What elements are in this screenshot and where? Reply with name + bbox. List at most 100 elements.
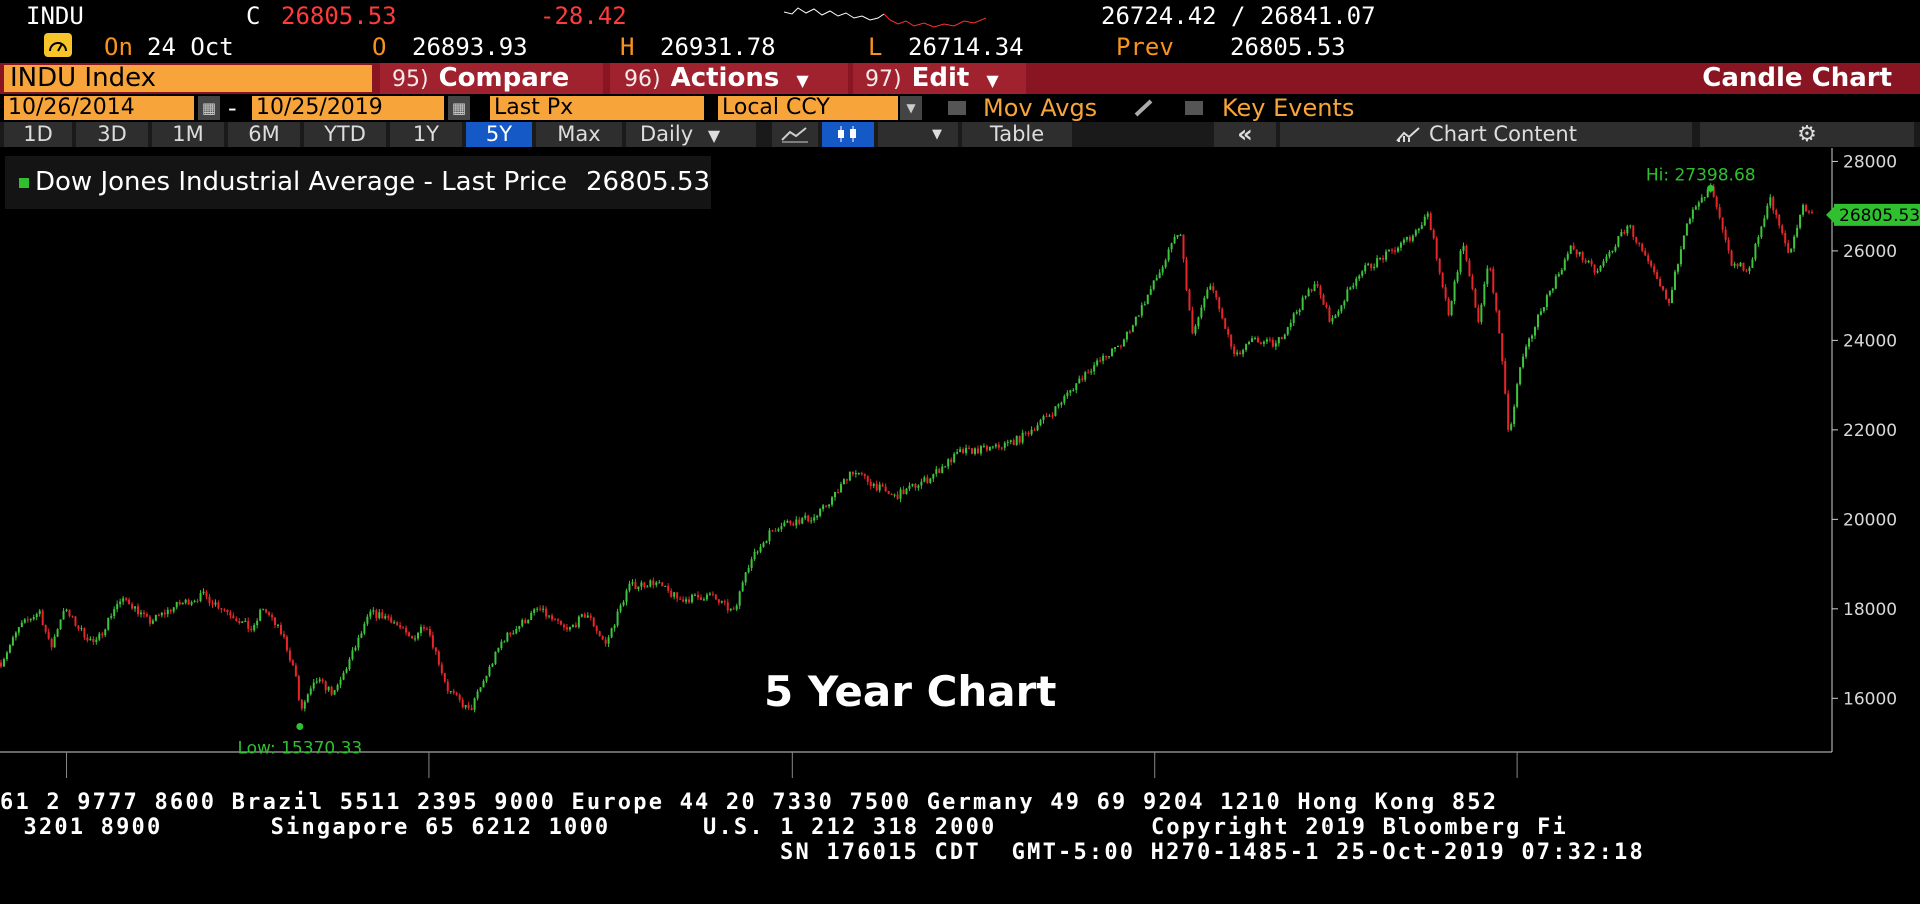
last-price-tag-arrow	[1826, 206, 1834, 223]
candle-body	[1432, 230, 1435, 239]
candle-body	[443, 673, 446, 682]
candle-body	[577, 616, 580, 627]
candle-body	[1379, 258, 1382, 260]
edit-button[interactable]: 97) Edit ▼	[853, 63, 1026, 94]
candle-body	[1283, 334, 1286, 339]
candle-body	[950, 459, 953, 463]
candle-body	[1125, 331, 1128, 340]
candle-body	[741, 582, 744, 592]
candle-body	[449, 690, 452, 692]
security-field[interactable]: INDU Index	[4, 65, 372, 92]
candle-body	[1331, 318, 1334, 322]
candle-body	[68, 609, 71, 617]
candle-body	[1450, 301, 1453, 316]
table-button[interactable]: Table	[962, 122, 1072, 147]
frequency-select[interactable]: Daily ▼	[626, 122, 756, 147]
compare-num: 95)	[392, 67, 429, 92]
period-3d[interactable]: 3D	[76, 122, 148, 147]
candle-body	[1736, 263, 1739, 267]
candle-body	[664, 585, 667, 587]
candle-body	[1274, 343, 1277, 347]
candle-body	[780, 526, 783, 530]
candle-body	[479, 687, 482, 692]
collapse-button[interactable]: «	[1214, 122, 1276, 147]
candle-body	[306, 694, 309, 702]
candle-body	[342, 672, 345, 680]
end-date-field[interactable]: 10/25/2019	[252, 96, 444, 120]
line-chart-icon[interactable]	[772, 122, 818, 147]
candle-body	[110, 616, 113, 618]
gauge-icon[interactable]	[44, 33, 72, 57]
legend-value: 26805.53	[586, 167, 711, 197]
start-date-field[interactable]: 10/26/2014	[4, 96, 194, 120]
candle-body	[417, 632, 420, 639]
candle-body	[327, 686, 330, 691]
candle-body	[1203, 298, 1206, 308]
high-label: Hi: 27398.68	[1646, 165, 1756, 185]
candle-body	[1251, 338, 1254, 343]
candle-body	[1435, 238, 1438, 259]
currency-select[interactable]: Local CCY	[718, 96, 898, 120]
x-tick-label: 2016	[589, 775, 630, 778]
candle-body	[1388, 249, 1391, 252]
candle-body	[524, 620, 527, 624]
calendar-icon[interactable]: ▦	[448, 96, 470, 120]
candle-body	[1307, 289, 1310, 297]
candle-body	[673, 592, 676, 597]
candle-body	[220, 608, 223, 610]
candle-body	[863, 474, 866, 477]
period-1y[interactable]: 1Y	[390, 122, 462, 147]
chart-style-dropdown[interactable]: ▼	[878, 122, 958, 147]
settings-button[interactable]: ⚙	[1700, 122, 1914, 147]
close-value: 26805.53	[281, 2, 397, 30]
chart-content-button[interactable]: Chart Content	[1280, 122, 1692, 147]
candle-body	[1578, 251, 1581, 255]
candle-body	[1358, 275, 1361, 279]
key-events-checkbox[interactable]	[1185, 101, 1203, 115]
y-tick-label: 18000	[1843, 600, 1897, 620]
price-chart[interactable]: 16000 18000 20000 22000 24000 26000 28000 2014…	[0, 148, 1920, 778]
candle-body	[899, 489, 902, 499]
candle-body	[23, 619, 26, 623]
candle-chart-icon[interactable]	[822, 122, 874, 147]
candle-body	[437, 651, 440, 665]
candle-body	[35, 613, 38, 618]
candle-body	[1572, 245, 1575, 250]
period-5y[interactable]: 5Y	[466, 122, 532, 147]
candle-body	[303, 701, 306, 709]
period-1m[interactable]: 1M	[152, 122, 224, 147]
mov-avgs-checkbox[interactable]	[948, 101, 966, 115]
actions-label: Actions	[670, 63, 780, 93]
candle-body	[1048, 415, 1051, 417]
candle-body	[128, 599, 131, 605]
period-ytd[interactable]: YTD	[304, 122, 386, 147]
candle-body	[1063, 396, 1066, 403]
candle-body	[896, 494, 899, 499]
candle-body	[1551, 288, 1554, 291]
candle-body	[297, 676, 300, 700]
candle-body	[1602, 261, 1605, 266]
period-max[interactable]: Max	[536, 122, 622, 147]
chevron-down-icon[interactable]: ▼	[900, 96, 922, 120]
pencil-icon[interactable]	[1133, 98, 1157, 118]
price-field-select[interactable]: Last Px	[490, 96, 704, 120]
candle-body	[282, 634, 285, 637]
candle-body	[1662, 286, 1665, 290]
candle-body	[1557, 274, 1560, 277]
candle-body	[1212, 286, 1215, 291]
candle-body	[756, 551, 759, 553]
period-6m[interactable]: 6M	[228, 122, 300, 147]
candle-body	[1507, 393, 1510, 430]
calendar-icon[interactable]: ▦	[198, 96, 220, 120]
change-value: -28.42	[540, 2, 627, 30]
candle-body	[506, 632, 509, 642]
period-1d[interactable]: 1D	[4, 122, 72, 147]
candle-body	[1224, 318, 1227, 329]
candle-body	[1641, 243, 1644, 251]
candle-body	[682, 599, 685, 602]
compare-button[interactable]: 95) Compare	[380, 63, 603, 94]
candle-body	[1563, 259, 1566, 270]
candle-body	[592, 617, 595, 627]
actions-button[interactable]: 96) Actions ▼	[610, 63, 848, 94]
prev-label: Prev	[1116, 33, 1174, 61]
